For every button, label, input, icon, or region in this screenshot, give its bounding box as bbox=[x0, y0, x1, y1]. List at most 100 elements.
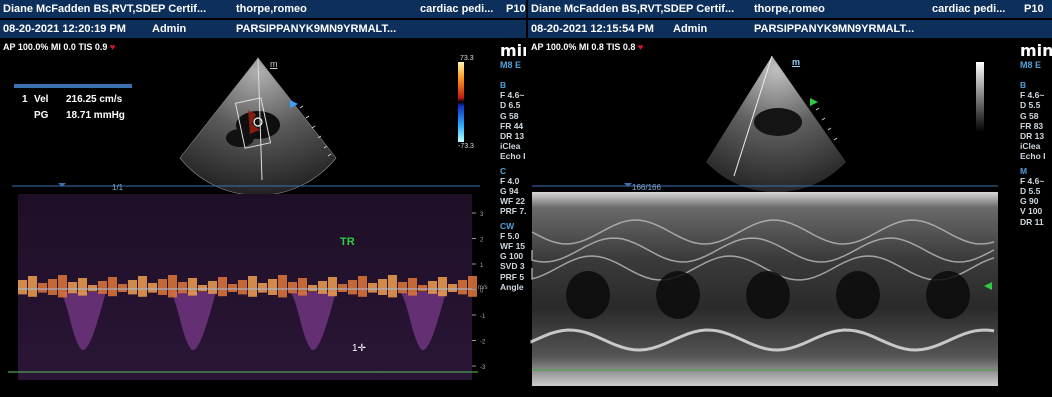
scale-unit: m/s bbox=[478, 285, 488, 291]
spectral-signal bbox=[298, 278, 307, 296]
spectral-signal bbox=[168, 275, 177, 298]
scale-tick-label: -2 bbox=[480, 340, 486, 346]
heart-icon: ♥ bbox=[637, 42, 644, 52]
pressure-gradient-value: 18.71 mmHg bbox=[66, 110, 125, 121]
spectral-signal bbox=[208, 281, 217, 294]
exam-datetime: 08-20-2021 12:15:54 PM bbox=[531, 23, 654, 35]
b-param: D 6.5 bbox=[500, 100, 521, 111]
study-type: cardiac pedi... bbox=[932, 3, 1006, 15]
model-name: M8 E bbox=[500, 60, 522, 70]
b-param: Echo I bbox=[500, 151, 526, 162]
tissue-trace bbox=[530, 328, 995, 352]
b-param: DR 13 bbox=[500, 131, 525, 142]
regurgitant-jet bbox=[170, 292, 216, 351]
probe-name: P10 bbox=[506, 3, 526, 15]
sector-image-svg: 3 2 1 0 -1 -2 -3 bbox=[8, 57, 486, 380]
patient-id: PARSIPPANYK9MN9YRMALT... bbox=[754, 23, 915, 35]
m-line-cursor bbox=[733, 55, 773, 177]
spectrum-label: TR bbox=[340, 236, 355, 248]
spectral-signal bbox=[288, 282, 297, 294]
spectral-signal bbox=[188, 278, 197, 296]
spectral-signal bbox=[448, 284, 457, 292]
heart-chamber bbox=[226, 129, 254, 147]
depth-marker: m bbox=[270, 59, 278, 69]
m-param: F 4.6~ bbox=[1020, 175, 1045, 186]
color-mode-label: C bbox=[500, 165, 507, 176]
sample-gate bbox=[253, 117, 263, 127]
spectral-signal bbox=[468, 276, 477, 297]
scale-tick-label: 1 bbox=[480, 263, 484, 269]
b-param: Echo I bbox=[1020, 151, 1046, 162]
spectral-signal bbox=[258, 283, 267, 293]
spectral-signal bbox=[248, 276, 257, 297]
frame-counter: 166/166 bbox=[632, 183, 661, 192]
header-row-2: 08-20-2021 12:15:54 PM Admin PARSIPPANYK… bbox=[528, 20, 1052, 38]
spectral-signal bbox=[308, 285, 317, 292]
spectral-signal bbox=[398, 282, 407, 294]
cw-param: F 5.0 bbox=[500, 230, 520, 241]
probe-name: P10 bbox=[1024, 3, 1044, 15]
spectral-signal bbox=[418, 285, 427, 292]
cw-param: PRF 5 bbox=[500, 271, 525, 282]
spectral-signal bbox=[378, 279, 387, 295]
c-param: WF 22 bbox=[500, 196, 526, 207]
header-row-1: Diane McFadden BS,RVT,SDEP Certif... tho… bbox=[0, 0, 526, 18]
acoustic-output: AP 100.0% MI 0.0 TIS 0.9 ♥ bbox=[3, 42, 116, 52]
scale-tick-label: -1 bbox=[480, 314, 486, 320]
spectral-signal bbox=[228, 284, 237, 292]
user-name: Admin bbox=[152, 23, 187, 35]
frame-counter: 1/1 bbox=[112, 183, 124, 192]
c-param: G 94 bbox=[500, 186, 519, 197]
spectral-signal bbox=[238, 280, 247, 295]
chamber-cavity bbox=[746, 271, 790, 319]
spectral-signal bbox=[118, 284, 127, 292]
spectral-signal bbox=[58, 275, 67, 298]
spectral-signal bbox=[388, 275, 397, 298]
focus-arrow bbox=[290, 100, 298, 108]
spectral-signal bbox=[458, 280, 467, 295]
spectral-signal bbox=[98, 281, 107, 294]
spectral-signal bbox=[48, 279, 57, 295]
scale-tick-label: 3 bbox=[480, 212, 484, 218]
spectral-signal bbox=[18, 280, 27, 295]
m-param: G 90 bbox=[1020, 196, 1039, 207]
grayscale-bar bbox=[976, 62, 984, 132]
study-type: cardiac pedi... bbox=[420, 3, 494, 15]
doppler-panel: Diane McFadden BS,RVT,SDEP Certif... tho… bbox=[0, 0, 526, 380]
doppler-beats bbox=[18, 275, 477, 351]
measurement-marker: 1 bbox=[22, 94, 28, 105]
tissue-trace bbox=[531, 237, 995, 263]
chamber-cavity bbox=[926, 271, 970, 319]
focus-arrow bbox=[810, 98, 818, 106]
heart-chamber bbox=[754, 108, 802, 136]
spectral-signal bbox=[218, 277, 227, 297]
imaging-params: B F 4.6~ D 5.5 G 58 FR 83 DR 13 iClea Ec… bbox=[1020, 80, 1046, 227]
cw-param: WF 15 bbox=[500, 241, 526, 252]
spectral-signal bbox=[198, 285, 207, 292]
b-param: G 58 bbox=[1020, 110, 1039, 121]
cw-param: SVD 3 bbox=[500, 261, 525, 272]
patient-name: thorpe,romeo bbox=[754, 3, 825, 15]
imaging-params: B F 4.6~ D 6.5 G 58 FR 44 DR 13 iClea Ec… bbox=[500, 80, 526, 292]
spectral-signal bbox=[328, 277, 337, 297]
operator-name: Diane McFadden BS,RVT,SDEP Certif... bbox=[531, 3, 735, 15]
user-name: Admin bbox=[673, 23, 708, 35]
cw-mode-label: CW bbox=[500, 220, 515, 231]
spectral-signal bbox=[78, 278, 87, 296]
crosshair-icon: ✛ bbox=[357, 343, 366, 354]
patient-name: thorpe,romeo bbox=[236, 3, 307, 15]
m-mode-label: M bbox=[1020, 165, 1028, 176]
spectral-signal bbox=[278, 275, 287, 298]
b-param: D 5.5 bbox=[1020, 100, 1041, 111]
color-scale-top: 73.3 bbox=[460, 55, 474, 62]
spectral-signal bbox=[148, 283, 157, 293]
spectral-signal bbox=[38, 283, 47, 293]
spectral-signal bbox=[408, 278, 417, 296]
m-mode-panel: Diane McFadden BS,RVT,SDEP Certif... tho… bbox=[528, 0, 1052, 397]
spectral-signal bbox=[28, 276, 37, 297]
b-param: G 58 bbox=[500, 110, 519, 121]
tissue-trace bbox=[531, 255, 995, 281]
color-scale-bottom: -73.3 bbox=[458, 143, 474, 150]
spectral-signal bbox=[428, 281, 437, 294]
b-param: F 4.6~ bbox=[500, 90, 525, 101]
